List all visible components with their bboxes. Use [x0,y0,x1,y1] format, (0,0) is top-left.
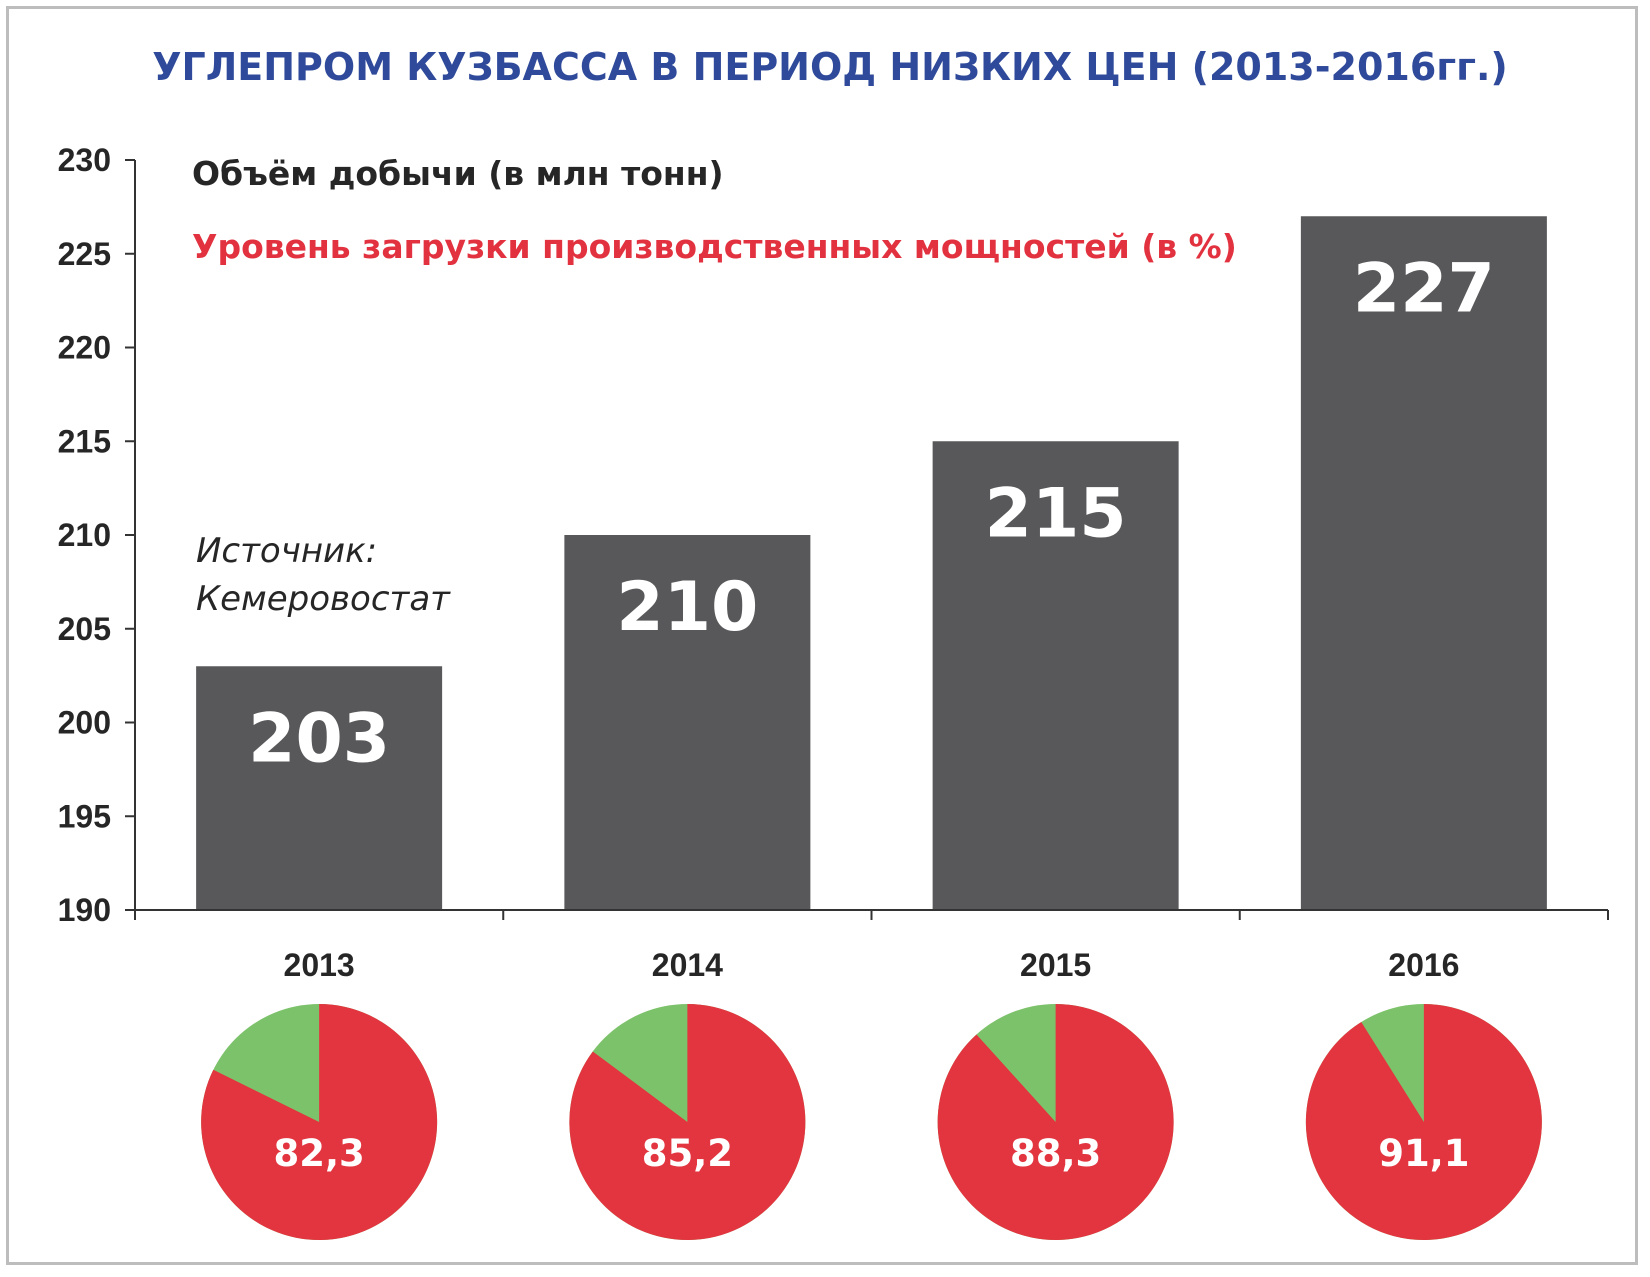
y-tick-label: 205 [58,611,111,647]
bar-value-label: 203 [248,699,390,778]
y-tick-label: 195 [58,798,111,834]
source-label: Источник: [196,531,377,571]
pie-slice-utilization [569,1004,806,1241]
pie-value-label: 88,3 [1010,1132,1101,1175]
x-category-label: 2016 [1388,947,1459,983]
pie-slice-utilization [1305,1004,1542,1240]
x-category-label: 2014 [652,947,723,983]
bar-value-label: 210 [616,568,758,647]
pie-2015: 88,3 [937,1004,1174,1240]
pie-slice-utilization [201,1004,438,1240]
pie-2014: 85,2 [569,1004,806,1241]
y-tick-label: 190 [58,892,111,928]
legend-production-volume: Объём добычи (в млн тонн) [192,154,724,193]
y-tick-label: 220 [58,330,111,366]
x-category-label: 2015 [1020,947,1091,983]
y-tick-label: 225 [58,236,111,272]
chart-title: УГЛЕПРОМ КУЗБАССА В ПЕРИОД НИЗКИХ ЦЕН (2… [152,45,1508,89]
pie-2016: 91,1 [1305,1004,1542,1240]
pie-value-label: 91,1 [1378,1132,1469,1175]
pies: 82,3 85,2 88,3 91,1 [201,1004,1542,1241]
pie-value-label: 82,3 [273,1132,364,1175]
bar-2016 [1300,216,1547,910]
bar-value-label: 227 [1353,249,1495,328]
y-tick-label: 230 [58,142,111,178]
pie-value-label: 85,2 [642,1132,733,1175]
y-tick-label: 200 [58,705,111,741]
source-name: Кемеровостат [196,579,451,619]
y-axis: 190 195 200 205 210 215 220 225 230 [58,142,136,928]
bar-2015 [932,441,1179,910]
y-tick-label: 210 [58,517,111,553]
legend-capacity-utilization: Уровень загрузки производственных мощнос… [192,227,1237,266]
bar-2014 [564,535,811,910]
x-axis: 2013 2014 2015 2016 [134,909,1609,983]
pie-2013: 82,3 [201,1004,438,1240]
bars: 203 210 215 227 [196,216,1547,910]
y-tick-label: 215 [58,423,111,459]
bar-2013 [196,666,443,910]
bar-value-label: 215 [985,474,1127,553]
pie-slice-utilization [937,1004,1174,1240]
x-category-label: 2013 [284,947,355,983]
